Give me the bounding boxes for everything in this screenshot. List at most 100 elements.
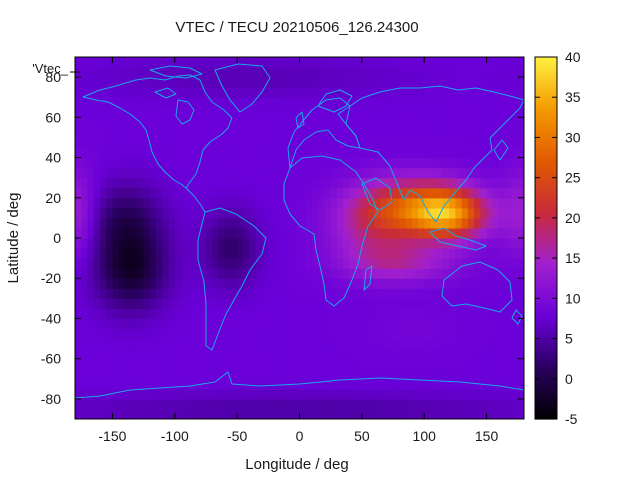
heatmap-cell: [205, 187, 213, 199]
heatmap-cell: [224, 408, 232, 419]
heatmap-cell: [181, 167, 188, 179]
heatmap-cell: [218, 87, 226, 98]
heatmap-cell: [280, 408, 288, 419]
heatmap-cell: [156, 408, 163, 419]
heatmap-cell: [461, 147, 469, 159]
heatmap-cell: [505, 348, 513, 360]
heatmap-cell: [124, 127, 132, 139]
heatmap-cell: [349, 147, 357, 159]
heatmap-cell: [87, 67, 95, 78]
heatmap-cell: [411, 217, 419, 229]
heatmap-cell: [318, 207, 326, 219]
heatmap-cell: [143, 227, 151, 239]
colorbar-segment: [535, 105, 557, 109]
heatmap-cell: [112, 318, 120, 330]
colorbar-segment: [535, 373, 557, 378]
heatmap-cell: [193, 308, 201, 320]
heatmap-cell: [349, 338, 357, 350]
heatmap-cell: [343, 348, 350, 360]
heatmap-cell: [368, 137, 375, 149]
heatmap-cell: [262, 87, 269, 98]
heatmap-cell: [380, 207, 388, 219]
heatmap-cell: [424, 288, 432, 299]
heatmap-cell: [205, 248, 213, 259]
heatmap-cell: [411, 258, 419, 269]
heatmap-cell: [517, 157, 524, 169]
heatmap-cell: [467, 207, 475, 219]
heatmap-cell: [374, 308, 382, 320]
heatmap-cell: [205, 207, 213, 219]
heatmap-cell: [93, 67, 101, 78]
heatmap-cell: [311, 338, 319, 350]
heatmap-cell: [492, 278, 500, 289]
heatmap-cell: [361, 378, 369, 390]
heatmap-cell: [230, 278, 238, 289]
heatmap-cell: [355, 348, 363, 360]
heatmap-cell: [81, 187, 89, 199]
heatmap-cell: [262, 268, 269, 279]
heatmap-cell: [324, 308, 332, 320]
heatmap-cell: [162, 268, 170, 279]
heatmap-cell: [511, 187, 519, 199]
heatmap-cell: [162, 338, 170, 350]
heatmap-cell: [467, 398, 475, 410]
colorbar-segment: [535, 72, 557, 76]
heatmap-cell: [131, 147, 138, 159]
heatmap-cell: [486, 388, 494, 400]
heatmap-cell: [212, 248, 220, 259]
heatmap-cell: [436, 318, 444, 330]
heatmap-cell: [405, 378, 413, 390]
heatmap-cell: [143, 157, 151, 169]
heatmap-cell: [449, 157, 457, 169]
heatmap-cell: [255, 388, 263, 400]
heatmap-cell: [293, 187, 301, 199]
heatmap-cell: [87, 258, 95, 269]
heatmap-cell: [243, 97, 251, 108]
heatmap-cell: [349, 167, 357, 179]
heatmap-cell: [280, 298, 288, 309]
heatmap-cell: [99, 328, 107, 340]
heatmap-cell: [511, 177, 519, 189]
heatmap-cell: [205, 217, 213, 229]
heatmap-cell: [212, 197, 220, 209]
colorbar-segment: [535, 382, 557, 387]
heatmap-cell: [274, 248, 282, 259]
heatmap-cell: [324, 268, 332, 279]
colorbar-segment: [535, 120, 557, 124]
heatmap-cell: [511, 278, 519, 289]
colorbar-segment: [535, 147, 557, 152]
heatmap-cell: [230, 157, 238, 169]
heatmap-cell: [106, 258, 114, 269]
heatmap-cell: [193, 338, 201, 350]
heatmap-cell: [517, 117, 524, 128]
heatmap-cell: [474, 298, 481, 309]
heatmap-cell: [405, 157, 413, 169]
heatmap-cell: [517, 408, 524, 419]
colorbar-segment: [535, 60, 557, 64]
heatmap-cell: [218, 408, 226, 419]
heatmap-cell: [374, 117, 382, 128]
heatmap-cell: [93, 268, 101, 279]
heatmap-cell: [243, 207, 251, 219]
heatmap-cell: [349, 77, 357, 88]
heatmap-cell: [187, 298, 195, 309]
heatmap-cell: [361, 238, 369, 249]
heatmap-cell: [99, 147, 107, 159]
heatmap-cell: [393, 238, 400, 249]
heatmap-cell: [436, 127, 444, 139]
heatmap-cell: [361, 318, 369, 330]
heatmap-cell: [237, 298, 244, 309]
heatmap-cell: [349, 328, 357, 340]
heatmap-cell: [299, 117, 307, 128]
heatmap-cell: [480, 278, 488, 289]
heatmap-cell: [480, 67, 488, 78]
heatmap-cell: [380, 358, 388, 370]
heatmap-cell: [411, 197, 419, 209]
heatmap-cell: [262, 147, 269, 159]
heatmap-cell: [424, 137, 432, 149]
heatmap-cell: [174, 107, 182, 118]
heatmap-cell: [511, 217, 519, 229]
heatmap-cell: [480, 167, 488, 179]
heatmap-cell: [474, 77, 481, 88]
